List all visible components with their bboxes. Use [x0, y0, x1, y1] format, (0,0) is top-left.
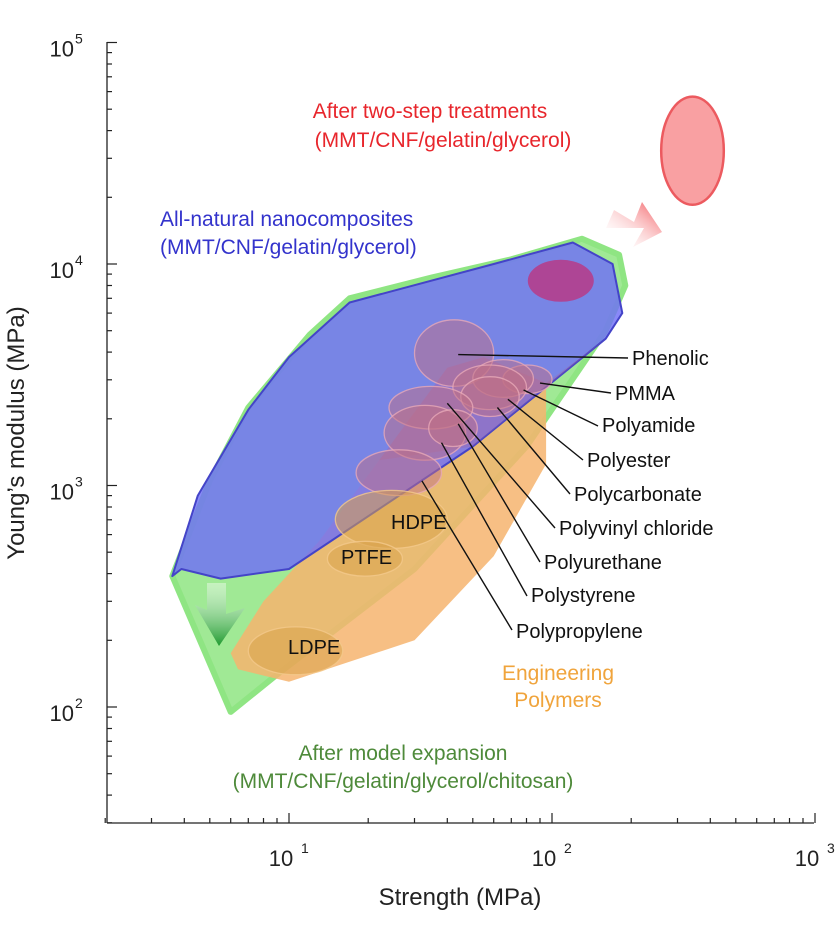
label-polystyrene: Polystyrene	[531, 585, 636, 607]
leader-polyester	[507, 398, 584, 461]
material-ellipse-ldpe	[247, 626, 344, 676]
top-corner-highlight	[527, 259, 594, 302]
label-after-model-expansion-line2: (MMT/CNF/gelatin/glycerol/chitosan)	[233, 770, 574, 793]
label-polyamide: Polyamide	[602, 415, 695, 437]
label-polycarbonate: Polycarbonate	[574, 484, 702, 506]
leader-lines	[421, 353, 629, 631]
leader-polystyrene	[440, 442, 528, 597]
arrow-up-right-icon	[606, 202, 662, 247]
region-after-two-step-treatments	[659, 95, 726, 207]
y-tick-exponent: 4	[75, 252, 83, 268]
x-tick-exponent: 2	[564, 840, 572, 856]
label-polyvinyl-chloride: Polyvinyl chloride	[559, 518, 714, 540]
label-all-natural-line2: (MMT/CNF/gelatin/glycerol)	[160, 236, 417, 259]
label-after-model-expansion-line1: After model expansion	[299, 742, 508, 765]
leader-phenolic	[458, 353, 629, 359]
leader-polyamide	[523, 389, 599, 427]
x-tick-labels: 10 1 10 2 10 3	[269, 840, 835, 871]
label-after-two-step-line1: After two-step treatments	[313, 100, 548, 123]
y-tick-label: 10	[50, 258, 74, 283]
y-tick-label: 10	[50, 701, 74, 726]
material-ellipse-polypropylene	[355, 449, 443, 497]
label-engineering-polymers-line1: Engineering	[502, 662, 614, 685]
label-engineering-polymers-line2: Polymers	[514, 689, 602, 712]
y-tick-exponent: 2	[75, 695, 83, 711]
label-after-two-step-line2: (MMT/CNF/gelatin/glycerol)	[315, 129, 572, 152]
label-pmma: PMMA	[615, 383, 676, 405]
material-ellipses	[247, 319, 553, 676]
x-axis-label: Strength (MPa)	[379, 884, 542, 911]
label-ldpe: LDPE	[288, 637, 340, 659]
x-tick-label: 10	[795, 846, 819, 871]
label-all-natural-line1: All-natural nanocomposites	[160, 208, 413, 231]
y-axis-ticks	[107, 41, 117, 824]
x-tick-label: 10	[269, 846, 293, 871]
y-tick-exponent: 3	[75, 474, 83, 490]
x-axis-ticks	[104, 813, 816, 823]
y-tick-label: 10	[50, 37, 74, 62]
arrow-down-left-icon	[195, 583, 245, 646]
leader-pmma	[539, 382, 612, 394]
x-tick-exponent: 3	[827, 840, 835, 856]
leader-polyurethane	[457, 423, 541, 563]
label-polyester: Polyester	[587, 450, 671, 472]
x-tick-exponent: 1	[301, 840, 309, 856]
label-ptfe: PTFE	[341, 547, 392, 569]
leader-polypropylene	[421, 480, 513, 631]
label-hdpe: HDPE	[391, 512, 447, 534]
material-ellipse-ptfe	[326, 540, 404, 577]
leader-polycarbonate	[496, 407, 571, 495]
x-tick-label: 10	[532, 846, 556, 871]
leader-polyvinyl-chloride	[446, 402, 556, 529]
label-polyurethane: Polyurethane	[544, 552, 662, 574]
label-polypropylene: Polypropylene	[516, 621, 643, 643]
y-axis-label: Young’s modulus (MPa)	[3, 306, 30, 559]
label-phenolic: Phenolic	[632, 348, 709, 370]
y-tick-exponent: 5	[75, 31, 83, 47]
y-tick-label: 10	[50, 480, 74, 505]
material-ellipse-polystyrene	[428, 409, 478, 448]
